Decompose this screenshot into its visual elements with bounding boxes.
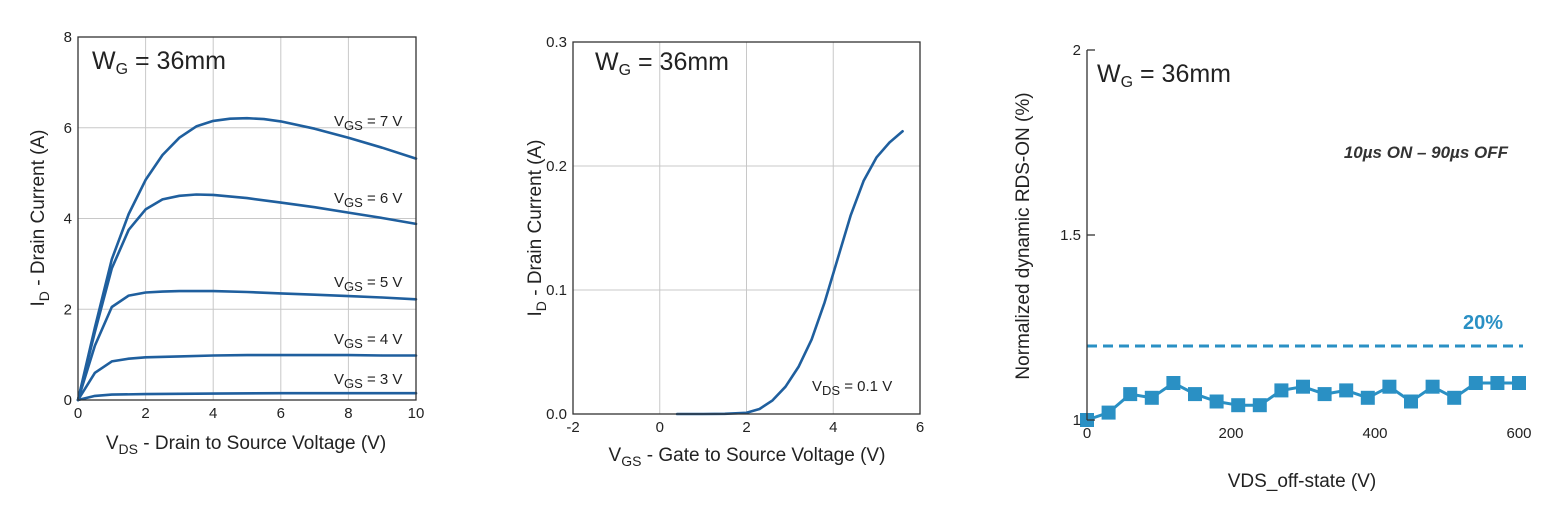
y-tick-labels: 11.52 [1060,42,1081,429]
x-tick-labels: -2 0 2 4 6 [566,419,924,436]
data-point-marker [1360,390,1375,405]
series-curves [76,116,418,402]
data-point-marker [1166,376,1181,390]
y-ticks [1087,49,1095,421]
plot-frame [572,41,921,415]
y-axis-title: ID - Drain Current (A) [525,140,549,317]
series-curves [675,130,904,416]
chart-output-characteristics: 0 2 4 6 8 10 0 2 4 6 8 VGS = 7 V VGS = 6 V VGS = 5 … [28,29,424,457]
data-point-marker [1101,405,1116,420]
y-axis-title: ID - Drain Current (A) [28,130,52,307]
x-tick-label: -2 [566,419,579,436]
series-line-1 [675,130,904,416]
data-point-marker [1447,390,1462,405]
x-tick-label: 0 [74,405,82,422]
series-labels: VDS = 0.1 V [812,378,892,398]
y-tick-label: 4 [64,211,72,228]
x-axis-title: VDS_off-state (V) [1228,471,1377,492]
x-tick-label: 600 [1506,425,1531,442]
data-point-marker [1252,398,1267,413]
x-tick-label: 2 [141,405,149,422]
data-point-marker [1209,394,1224,409]
series-markers [1080,376,1526,427]
data-point-marker [1339,383,1354,398]
data-point-marker [1425,379,1440,394]
x-tick-label: 4 [829,419,837,436]
data-point-marker [1468,376,1483,390]
data-point-marker [1274,383,1289,398]
x-axis-title: VDS - Drain to Source Voltage (V) [106,433,386,457]
x-tick-label: 2 [742,419,750,436]
plot-frame [77,36,417,401]
series-line-5 [76,391,418,402]
y-axis-title: Normalized dynamic RDS-ON (%) [1013,92,1034,379]
data-point-marker [1317,387,1332,402]
x-tick-labels: 0 200 400 600 [1083,425,1532,442]
x-tick-labels: 0 2 4 6 8 10 [74,405,425,422]
data-point-marker [1512,376,1526,390]
y-tick-label: 1.5 [1060,227,1081,244]
data-point-marker [1296,379,1310,394]
data-point-marker [1188,387,1202,402]
series-label-4: VGS = 4 V [334,331,402,351]
data-point-marker [1123,387,1138,402]
x-tick-label: 0 [656,419,664,436]
series-label-1: VDS = 0.1 V [812,378,892,398]
series-line-1 [76,116,418,402]
x-tick-label: 8 [344,405,352,422]
y-tick-label: 0.1 [546,282,567,299]
x-axis-title: VGS - Gate to Source Voltage (V) [609,445,886,469]
pulse-condition-note: 10µs ON – 90µs OFF [1344,143,1509,162]
data-point-marker [1231,398,1246,413]
x-tick-label: 200 [1218,425,1243,442]
series-line-4 [76,353,418,402]
y-tick-labels: 0.0 0.1 0.2 0.3 [546,34,567,423]
y-tick-label: 0.0 [546,406,567,423]
y-tick-label: 0.2 [546,158,567,175]
y-tick-label: 2 [1073,42,1081,59]
y-tick-label: 2 [64,301,72,318]
grid [572,41,921,415]
x-tick-label: 400 [1362,425,1387,442]
data-point-marker [1382,379,1397,394]
threshold-label: 20% [1463,312,1503,334]
series-labels: VGS = 7 V VGS = 6 V VGS = 5 V VGS = 4 V VGS … [334,113,402,391]
y-tick-label: 0 [64,392,72,409]
series-label-3: VGS = 5 V [334,274,402,294]
series-line-2 [76,193,418,402]
y-tick-label: 8 [64,29,72,46]
series-line-3 [76,289,418,402]
x-tick-label: 0 [1083,425,1091,442]
chart-dynamic-rdson: 0 200 400 600 11.52 WG = 36mm 10µs ON – 90µ… [1013,42,1532,492]
series-label-5: VGS = 3 V [334,371,402,391]
x-tick-label: 6 [916,419,924,436]
y-tick-label: 6 [64,120,72,137]
data-point-marker [1490,376,1505,390]
width-annotation: WG = 36mm [92,47,226,78]
data-point-marker [1144,390,1159,405]
series-label-1: VGS = 7 V [334,113,402,133]
x-tick-label: 4 [209,405,217,422]
x-tick-label: 6 [277,405,285,422]
width-annotation: WG = 36mm [595,48,729,79]
y-tick-label: 1 [1073,412,1081,429]
data-point-marker [1404,394,1418,409]
y-tick-label: 0.3 [546,34,567,51]
x-tick-label: 10 [408,405,425,422]
y-tick-labels: 0 2 4 6 8 [64,29,72,409]
series-label-2: VGS = 6 V [334,190,402,210]
chart-transfer-characteristic: -2 0 2 4 6 0.0 0.1 0.2 0.3 VDS = 0.1 V WG = 36m… [525,34,924,469]
width-annotation: WG = 36mm [1097,60,1231,91]
